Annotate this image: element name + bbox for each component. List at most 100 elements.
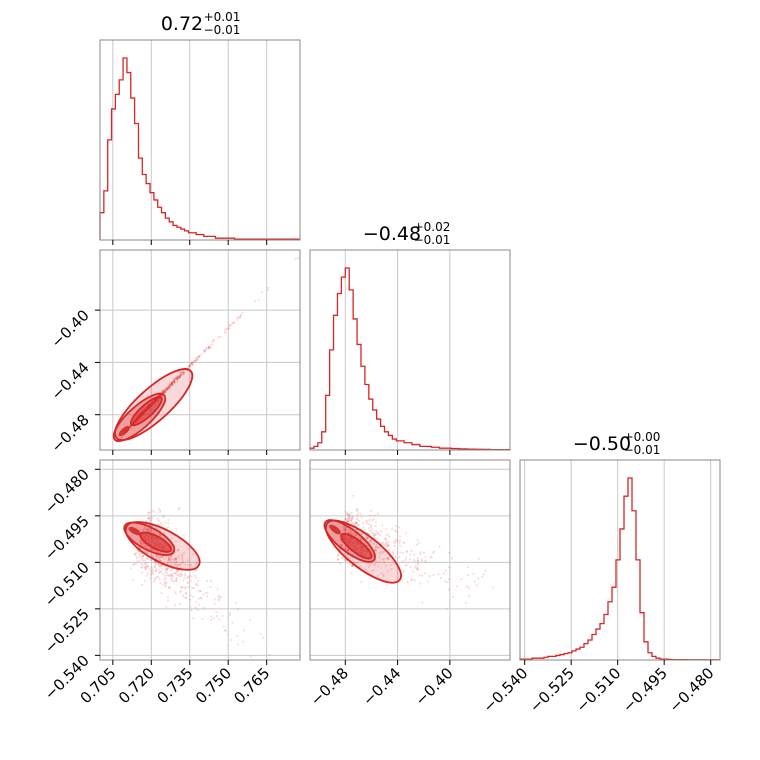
sample-point bbox=[231, 322, 234, 325]
sample-point bbox=[171, 382, 174, 385]
sample-point bbox=[192, 595, 195, 598]
sample-point bbox=[394, 529, 397, 532]
sample-point bbox=[137, 555, 140, 558]
sample-point bbox=[168, 385, 171, 388]
sample-point bbox=[372, 518, 375, 521]
sample-point bbox=[215, 610, 218, 613]
sample-point bbox=[155, 557, 158, 560]
sample-point bbox=[138, 553, 141, 556]
sample-point bbox=[145, 562, 148, 565]
sample-point bbox=[382, 561, 385, 564]
sample-point bbox=[164, 391, 167, 394]
sample-point bbox=[179, 374, 182, 377]
x-tick-label: 0.750 bbox=[192, 664, 235, 707]
sample-point bbox=[166, 567, 169, 570]
sample-point bbox=[350, 531, 353, 534]
sample-point bbox=[388, 548, 391, 551]
sample-point bbox=[378, 556, 381, 559]
sample-point bbox=[262, 636, 265, 639]
sample-point bbox=[399, 545, 402, 548]
sample-point bbox=[187, 585, 190, 588]
sample-point bbox=[445, 569, 448, 572]
sample-point bbox=[365, 568, 368, 571]
sample-point bbox=[146, 557, 149, 560]
sample-point bbox=[168, 384, 171, 387]
sample-point bbox=[198, 603, 201, 606]
sample-point bbox=[374, 533, 377, 536]
sample-point bbox=[175, 540, 178, 543]
sample-point bbox=[360, 580, 363, 583]
sample-point bbox=[455, 585, 458, 588]
sample-point bbox=[154, 563, 157, 566]
sample-point bbox=[347, 514, 350, 517]
sample-point bbox=[147, 517, 150, 520]
sample-point bbox=[175, 579, 178, 582]
sample-point bbox=[161, 389, 164, 392]
sample-point bbox=[181, 371, 184, 374]
sample-point bbox=[345, 529, 348, 532]
sample-point bbox=[159, 522, 162, 525]
sample-point bbox=[170, 569, 173, 572]
sample-point bbox=[399, 535, 402, 538]
sample-point bbox=[175, 578, 178, 581]
sample-point bbox=[216, 588, 219, 591]
sample-point bbox=[237, 316, 240, 319]
sample-point bbox=[158, 578, 161, 581]
sample-point bbox=[200, 353, 203, 356]
sample-point bbox=[345, 547, 348, 550]
sample-point bbox=[154, 561, 157, 564]
sample-point bbox=[191, 362, 194, 365]
sample-point bbox=[167, 387, 170, 390]
sample-point bbox=[396, 551, 399, 554]
sample-point bbox=[413, 553, 416, 556]
sample-point bbox=[189, 594, 192, 597]
sample-point bbox=[241, 311, 244, 314]
sample-point bbox=[343, 519, 346, 522]
sample-point bbox=[354, 535, 357, 538]
sample-point bbox=[417, 563, 420, 566]
sample-point bbox=[372, 542, 375, 545]
sample-point bbox=[367, 527, 370, 530]
sample-point bbox=[451, 557, 454, 560]
sample-point bbox=[203, 351, 206, 354]
sample-point bbox=[192, 617, 195, 620]
sample-point bbox=[157, 568, 160, 571]
sample-point bbox=[167, 385, 170, 388]
sample-point bbox=[147, 528, 150, 531]
sample-point bbox=[156, 555, 159, 558]
sample-point bbox=[212, 339, 215, 342]
sample-point bbox=[398, 541, 401, 544]
sample-point bbox=[167, 386, 170, 389]
sample-point bbox=[168, 558, 171, 561]
y-tick-label: −0.525 bbox=[41, 605, 93, 657]
sample-point bbox=[120, 436, 123, 439]
sample-point bbox=[381, 551, 384, 554]
sample-point bbox=[193, 360, 196, 363]
sample-point bbox=[212, 339, 215, 342]
sample-point bbox=[374, 514, 377, 517]
sample-point bbox=[179, 375, 182, 378]
sample-point bbox=[342, 524, 345, 527]
sample-point bbox=[189, 363, 192, 366]
sample-point bbox=[344, 527, 347, 530]
sample-point bbox=[234, 601, 237, 604]
sample-point bbox=[175, 377, 178, 380]
sample-point bbox=[410, 578, 413, 581]
sample-point bbox=[188, 366, 191, 369]
sample-point bbox=[224, 328, 227, 331]
sample-point bbox=[267, 289, 270, 292]
sample-point bbox=[404, 556, 407, 559]
sample-point bbox=[147, 530, 150, 533]
sample-point bbox=[165, 574, 168, 577]
sample-point bbox=[343, 527, 346, 530]
sample-point bbox=[367, 565, 370, 568]
sample-point bbox=[344, 510, 347, 513]
sample-point bbox=[425, 561, 428, 564]
sample-point bbox=[178, 563, 181, 566]
sample-point bbox=[149, 547, 152, 550]
sample-point bbox=[140, 566, 143, 569]
sample-point bbox=[175, 571, 178, 574]
sample-point bbox=[347, 516, 350, 519]
sample-point bbox=[369, 564, 372, 567]
sample-point bbox=[163, 388, 166, 391]
